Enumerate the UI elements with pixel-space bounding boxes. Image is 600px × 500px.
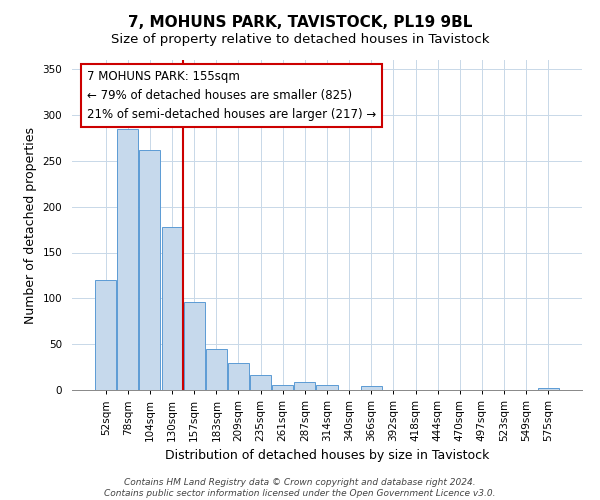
- Bar: [95, 280, 116, 390]
- Bar: [228, 364, 249, 390]
- Bar: [184, 302, 205, 390]
- Bar: [206, 349, 227, 390]
- Bar: [139, 150, 160, 390]
- Bar: [161, 227, 182, 390]
- Bar: [118, 128, 139, 390]
- Y-axis label: Number of detached properties: Number of detached properties: [24, 126, 37, 324]
- Bar: [272, 386, 293, 390]
- Text: Size of property relative to detached houses in Tavistock: Size of property relative to detached ho…: [111, 32, 489, 46]
- Text: Contains HM Land Registry data © Crown copyright and database right 2024.
Contai: Contains HM Land Registry data © Crown c…: [104, 478, 496, 498]
- Bar: [316, 386, 338, 390]
- Text: 7, MOHUNS PARK, TAVISTOCK, PL19 9BL: 7, MOHUNS PARK, TAVISTOCK, PL19 9BL: [128, 15, 472, 30]
- Bar: [361, 386, 382, 390]
- X-axis label: Distribution of detached houses by size in Tavistock: Distribution of detached houses by size …: [165, 450, 489, 462]
- Bar: [250, 376, 271, 390]
- Bar: [538, 388, 559, 390]
- Text: 7 MOHUNS PARK: 155sqm
← 79% of detached houses are smaller (825)
21% of semi-det: 7 MOHUNS PARK: 155sqm ← 79% of detached …: [88, 70, 377, 121]
- Bar: [295, 382, 316, 390]
